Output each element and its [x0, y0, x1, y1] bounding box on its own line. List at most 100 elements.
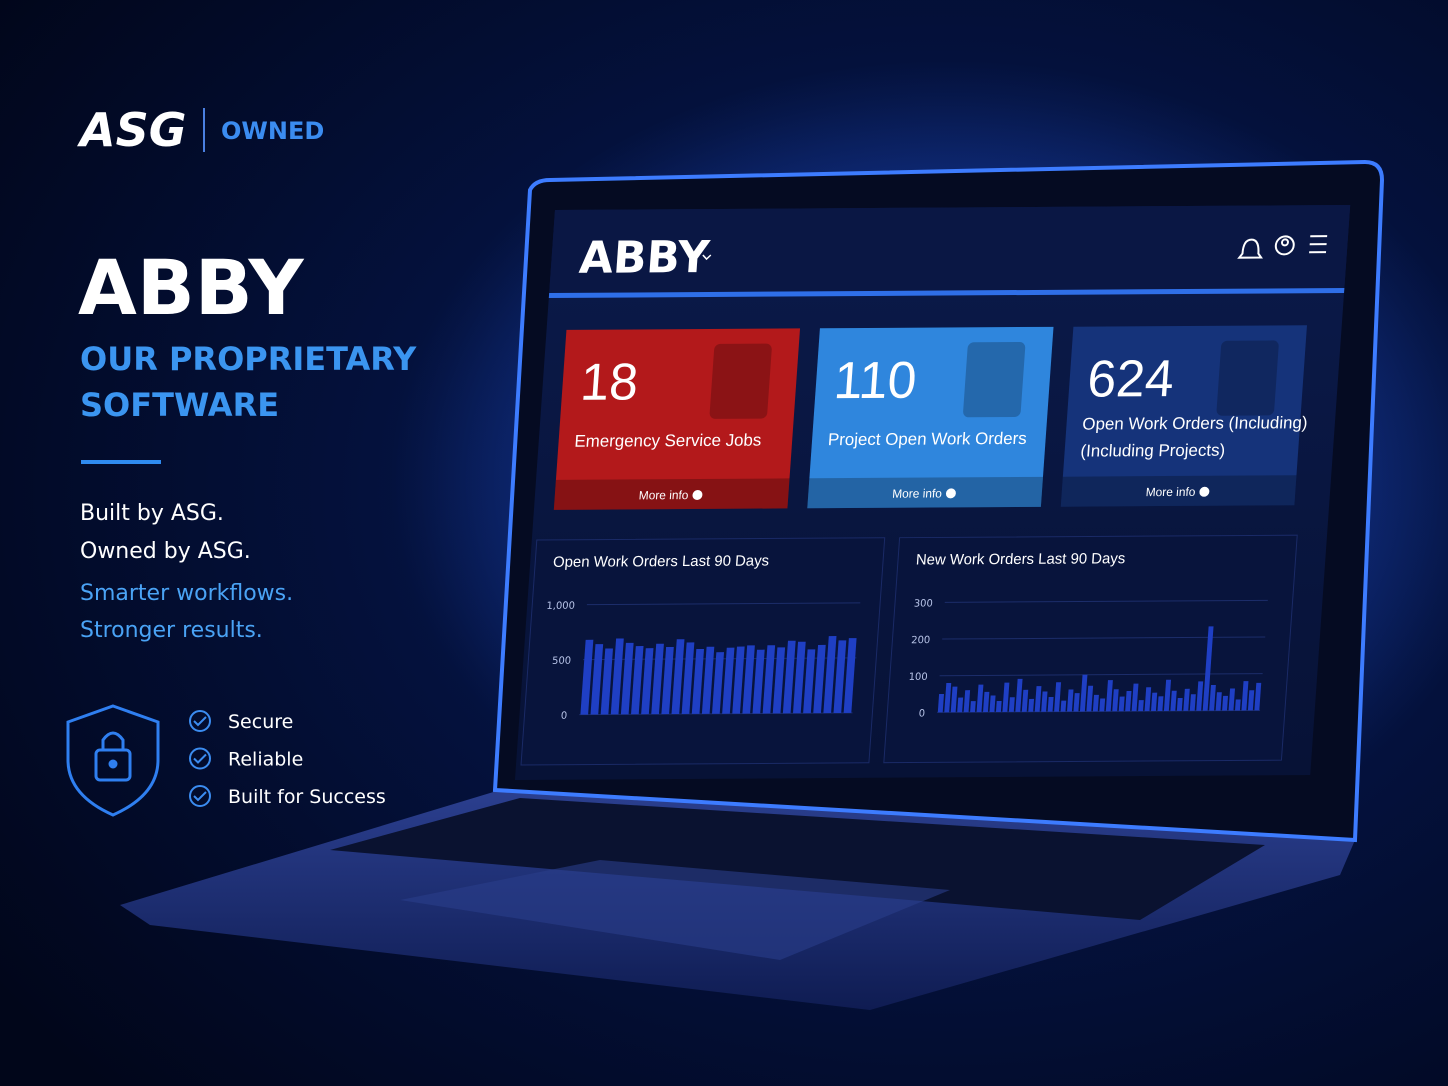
brand-tag: OWNED: [221, 117, 324, 145]
bar: [651, 643, 664, 715]
check-icon: [189, 785, 211, 807]
grid-line: [586, 602, 861, 606]
card-footer: [807, 476, 1043, 509]
y-tick-label: 1,000: [546, 601, 575, 612]
y-tick-label: 0: [560, 711, 567, 722]
bar: [1021, 689, 1029, 712]
card-icon: [709, 343, 772, 419]
y-tick-label: 100: [908, 672, 928, 683]
shield-icon: [66, 704, 160, 817]
bar: [1131, 683, 1139, 712]
hero-line: Owned by ASG.: [80, 539, 251, 564]
chart-panel: [883, 534, 1298, 764]
bar: [1138, 700, 1144, 712]
bar: [1015, 678, 1023, 712]
bar: [1060, 700, 1067, 712]
bar: [983, 691, 990, 713]
link-icon: [1199, 486, 1210, 497]
bar: [631, 646, 644, 715]
bar: [1073, 693, 1080, 712]
bar: [1163, 679, 1172, 711]
chart-title: New Work Orders Last 90 Days: [915, 550, 1125, 568]
feature-label: Secure: [228, 711, 293, 733]
bar: [1028, 698, 1035, 712]
cards: 18 Emergency Service Jobs More info 110 Proj…: [553, 325, 1308, 510]
bar: [1157, 696, 1164, 711]
header-icons: [1237, 235, 1328, 259]
card: [807, 326, 1054, 509]
card-link[interactable]: More info: [638, 488, 689, 502]
bar: [681, 642, 695, 714]
bar: [950, 686, 958, 713]
bar: [1144, 687, 1152, 712]
check-icon: [189, 710, 211, 732]
link-icon: [692, 489, 703, 500]
bar: [1054, 682, 1062, 712]
bar: [1008, 697, 1015, 712]
check-mark: [193, 753, 207, 764]
check-mark: [193, 791, 207, 802]
card-footer: [553, 478, 790, 510]
bar: [762, 645, 776, 714]
hero-subtitle: OUR PROPRIETARY: [80, 340, 417, 378]
bar: [1196, 681, 1204, 711]
bar: [989, 695, 996, 713]
card-value: 624: [1086, 349, 1176, 408]
bar: [1183, 688, 1190, 711]
card-label: (Including Projects): [1080, 441, 1226, 461]
bar: [580, 639, 594, 715]
card-icon: [963, 342, 1026, 418]
bar: [722, 647, 735, 714]
bar: [1118, 696, 1125, 712]
bar: [1099, 698, 1106, 712]
bar: [1222, 695, 1229, 711]
bar: [590, 644, 604, 715]
card-icon: [1216, 340, 1279, 416]
bar: [1209, 684, 1216, 711]
bar: [803, 649, 816, 714]
bar: [1254, 682, 1262, 711]
bar: [1034, 686, 1042, 712]
bar: [937, 694, 945, 713]
bar: [782, 640, 796, 714]
dashboard-logo: ABBY: [578, 232, 713, 284]
bar: [1041, 691, 1048, 712]
feature-label: Reliable: [228, 749, 303, 771]
bar: [995, 700, 1002, 713]
bar: [610, 638, 624, 715]
bar: [970, 701, 976, 713]
bar: [1105, 680, 1113, 712]
feature-label: Built for Success: [228, 786, 386, 808]
bar: [712, 652, 725, 714]
bar: [1241, 681, 1249, 711]
bar: [1047, 696, 1054, 712]
bar: [641, 648, 654, 715]
bar: [944, 682, 952, 713]
trackpad: [400, 860, 950, 960]
card: [1060, 325, 1307, 507]
bar: [793, 641, 806, 714]
dashboard-header: [549, 204, 1351, 295]
bar: [600, 648, 613, 715]
bar: [1092, 694, 1099, 712]
bar: [1215, 692, 1222, 711]
bar: [1176, 698, 1183, 711]
bar: [1170, 690, 1177, 711]
bar: [833, 640, 847, 714]
bar: [843, 638, 857, 713]
card-link[interactable]: More info: [1145, 485, 1196, 499]
card: [553, 328, 801, 510]
y-tick-label: 200: [911, 635, 931, 646]
bar: [691, 648, 705, 714]
bar: [813, 644, 826, 714]
brand-logo: ASG: [77, 103, 187, 157]
chart-title: Open Work Orders Last 90 Days: [553, 552, 770, 570]
card-link[interactable]: More info: [892, 486, 943, 500]
bar: [671, 639, 685, 715]
bar: [732, 646, 745, 714]
bar: [823, 636, 837, 714]
card-label: Emergency Service Jobs: [574, 431, 762, 451]
feature-list: Secure Reliable Built for Success: [189, 710, 386, 808]
hero-title: ABBY: [78, 243, 305, 332]
hero-accent: Stronger results.: [80, 618, 263, 643]
